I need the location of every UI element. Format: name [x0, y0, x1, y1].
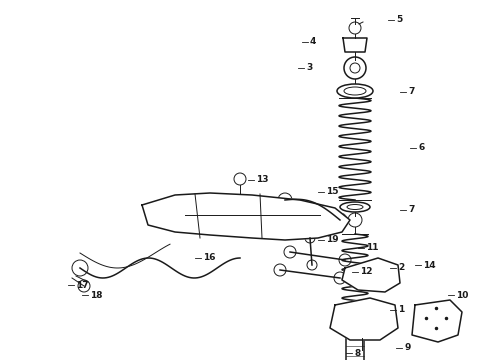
Circle shape — [234, 173, 246, 185]
Text: 14: 14 — [423, 261, 436, 270]
Circle shape — [358, 263, 382, 287]
Polygon shape — [412, 300, 462, 342]
Polygon shape — [330, 298, 398, 340]
Circle shape — [271, 209, 289, 227]
Circle shape — [305, 233, 315, 243]
Circle shape — [422, 304, 450, 332]
Circle shape — [201, 209, 219, 227]
Circle shape — [151, 209, 169, 227]
Text: 4: 4 — [310, 37, 317, 46]
Text: 12: 12 — [360, 267, 372, 276]
Circle shape — [351, 41, 359, 49]
Circle shape — [307, 260, 317, 270]
Circle shape — [333, 213, 347, 227]
Text: 19: 19 — [326, 235, 339, 244]
Polygon shape — [142, 193, 350, 240]
Text: 7: 7 — [408, 206, 415, 215]
Circle shape — [348, 213, 362, 227]
Circle shape — [334, 272, 346, 284]
Text: 17: 17 — [76, 280, 89, 289]
Circle shape — [72, 260, 88, 276]
Text: 6: 6 — [418, 144, 424, 153]
Text: 13: 13 — [256, 175, 269, 184]
Circle shape — [344, 302, 380, 338]
Ellipse shape — [337, 84, 373, 98]
Text: 15: 15 — [326, 188, 339, 197]
Polygon shape — [343, 38, 367, 52]
Text: 8: 8 — [354, 348, 360, 357]
Circle shape — [358, 316, 366, 324]
Circle shape — [344, 57, 366, 79]
Text: 9: 9 — [404, 343, 411, 352]
Text: 10: 10 — [456, 291, 468, 300]
Circle shape — [284, 246, 296, 258]
Text: 5: 5 — [396, 15, 402, 24]
Text: 18: 18 — [90, 291, 102, 300]
Text: 3: 3 — [306, 63, 312, 72]
Circle shape — [274, 264, 286, 276]
Circle shape — [321, 209, 339, 227]
Text: 11: 11 — [366, 243, 378, 252]
Circle shape — [339, 254, 351, 266]
Text: 2: 2 — [398, 264, 404, 273]
Text: 16: 16 — [203, 253, 216, 262]
Circle shape — [78, 280, 90, 292]
Text: 1: 1 — [398, 306, 404, 315]
Text: 7: 7 — [408, 87, 415, 96]
Ellipse shape — [340, 202, 370, 212]
Polygon shape — [342, 258, 400, 292]
Circle shape — [278, 193, 292, 207]
